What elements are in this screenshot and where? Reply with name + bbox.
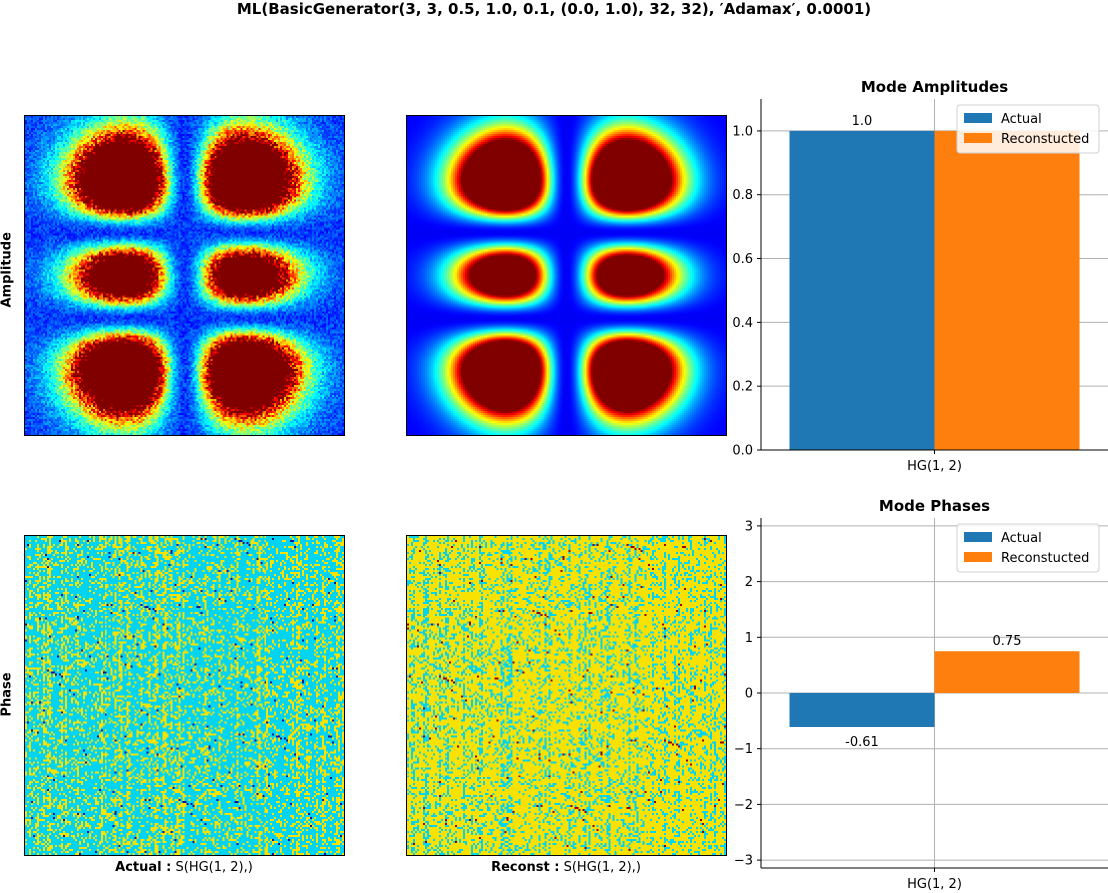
reconstructed-amplitude-image: [406, 115, 727, 436]
y-tick-label: 0.4: [732, 316, 753, 331]
y-tick-label: 1: [745, 631, 753, 646]
legend-entry: Actual: [1001, 112, 1042, 127]
reconstructed-image-label: Reconst : S(HG(1, 2),): [406, 860, 726, 875]
actual-label-bold: Actual :: [115, 860, 172, 875]
reconstructed-label-bold: Reconst :: [491, 860, 560, 875]
reconstructed-phase-image: [406, 535, 727, 856]
y-tick-label: 1.0: [732, 124, 753, 139]
y-tick-label: 0.0: [732, 444, 753, 459]
legend-entry: Actual: [1001, 531, 1042, 546]
legend-box: [956, 523, 1100, 573]
chart-title: Mode Amplitudes: [861, 78, 1008, 96]
legend-entry: Reconstucted: [1001, 551, 1089, 566]
actual-label-text: S(HG(1, 2),): [171, 860, 253, 875]
x-tick-label: HG(1, 2): [907, 877, 962, 892]
y-tick-label: −3: [734, 854, 753, 869]
bar-reconstucted: [934, 130, 1080, 450]
actual-phase-image: [24, 535, 345, 856]
legend-swatch: [964, 532, 992, 542]
x-tick-label: HG(1, 2): [907, 459, 962, 474]
reconstructed-label-text: S(HG(1, 2),): [559, 860, 641, 875]
actual-image-label: Actual : S(HG(1, 2),): [24, 860, 344, 875]
legend-entry: Reconstucted: [1001, 132, 1089, 147]
y-tick-label: −2: [734, 798, 753, 813]
data-label: -0.61: [845, 735, 879, 750]
chart-title: Mode Phases: [879, 497, 990, 515]
y-tick-label: 3: [745, 519, 753, 534]
figure-title: ML(BasicGenerator(3, 3, 0.5, 1.0, 0.1, (…: [236, 0, 872, 18]
y-tick-label: 2: [745, 575, 753, 590]
bar-actual: [789, 130, 935, 450]
legend-swatch: [964, 552, 992, 562]
legend-box: [956, 104, 1100, 154]
data-label: 1.0: [852, 114, 873, 129]
data-label: 0.75: [993, 634, 1022, 649]
bar-reconstucted: [934, 651, 1080, 693]
y-tick-label: 0.2: [732, 380, 753, 395]
actual-amplitude-image: [24, 115, 345, 436]
y-tick-label: 0.6: [732, 252, 753, 267]
y-tick-label: −1: [734, 742, 753, 757]
legend-swatch: [964, 133, 992, 143]
y-tick-label: 0: [745, 687, 753, 702]
y-tick-label: 0.8: [732, 188, 753, 203]
bar-actual: [789, 693, 935, 727]
legend-swatch: [964, 113, 992, 123]
